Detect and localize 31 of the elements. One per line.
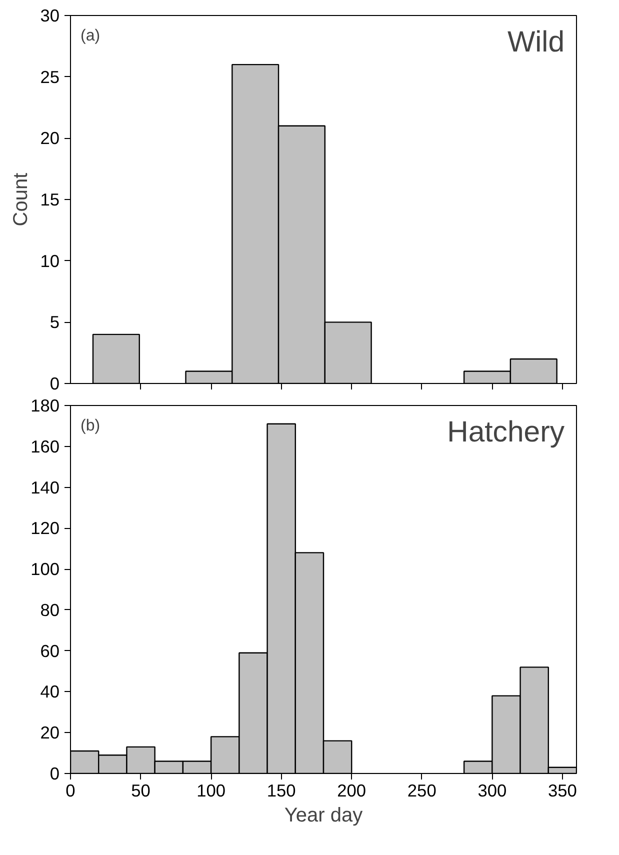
x-tick-label: 100 — [196, 780, 226, 800]
y-tick-label: 20 — [40, 722, 60, 743]
y-tick-label: 0 — [50, 374, 60, 394]
y-tick-label: 80 — [40, 600, 60, 620]
x-axis-title: Year day — [284, 804, 363, 826]
x-tick-label: 300 — [478, 780, 507, 800]
annotation: (a) — [80, 28, 100, 44]
y-tick-label: 160 — [30, 436, 60, 456]
y-tick-label: 140 — [30, 477, 60, 498]
y-tick-label: 20 — [40, 128, 60, 148]
y-tick-label: 25 — [40, 66, 60, 87]
chart-title: Hatchery — [447, 416, 565, 448]
y-tick-label: 10 — [40, 250, 60, 271]
annotation: (b) — [80, 418, 100, 434]
y-tick-label: 5 — [50, 312, 60, 332]
x-tick-label: 50 — [131, 780, 150, 800]
y-tick-label: 60 — [40, 640, 60, 661]
x-tick-label: 350 — [548, 780, 577, 800]
y-tick-label: 30 — [40, 6, 60, 26]
y-tick-label: 15 — [40, 190, 60, 210]
x-tick-label: 0 — [66, 780, 76, 800]
y-tick-label: 40 — [40, 682, 60, 702]
y-tick-label: 180 — [30, 396, 60, 416]
y-axis-title: Count — [10, 172, 32, 226]
x-tick-label: 250 — [407, 780, 436, 800]
y-tick-label: 100 — [30, 559, 60, 580]
y-tick-label: 120 — [30, 518, 60, 538]
x-tick-label: 150 — [266, 780, 296, 800]
x-tick-label: 200 — [337, 780, 366, 800]
chart-title: Wild — [507, 26, 565, 58]
y-tick-label: 0 — [50, 764, 60, 784]
